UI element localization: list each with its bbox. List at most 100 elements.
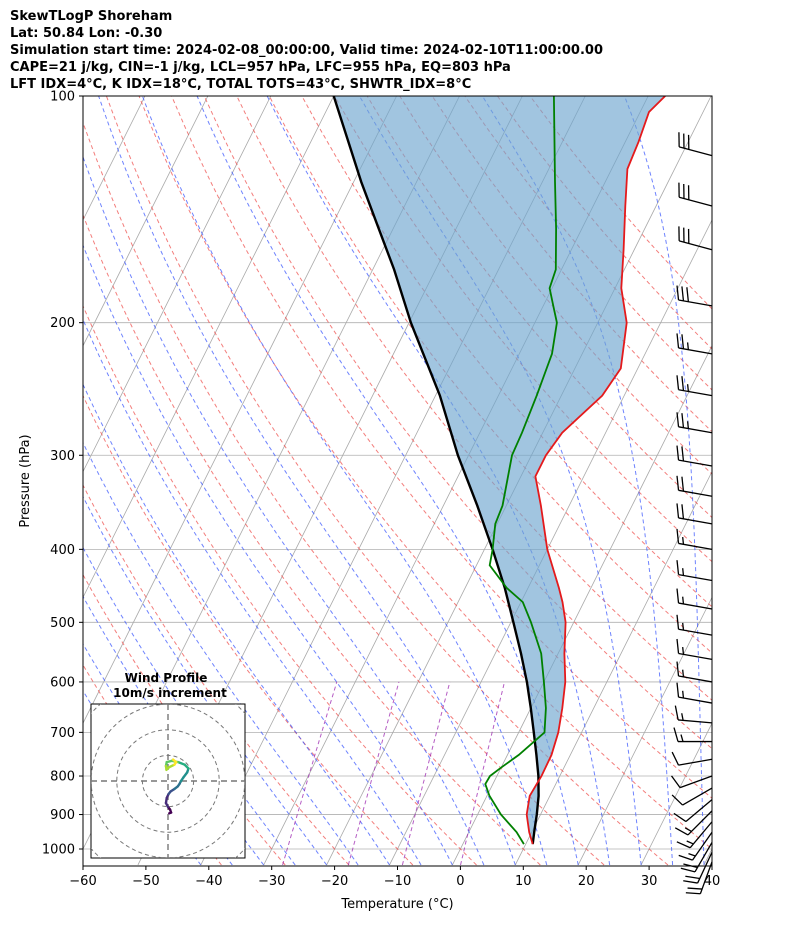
- isotherm-gridline: [389, 219, 712, 866]
- hodograph-inset: Wind Profile 10m/s increment: [90, 671, 246, 859]
- hodograph-segment: [171, 758, 178, 764]
- dry-adiabat: [138, 96, 712, 850]
- isotherm-gridline: [83, 96, 397, 725]
- dry-adiabat: [236, 96, 712, 701]
- dry-adiabat: [399, 96, 712, 475]
- x-tick-label: −10: [384, 874, 411, 889]
- mixing-ratio-line: [347, 681, 400, 866]
- hodograph-subtitle: 10m/s increment: [113, 686, 227, 700]
- wind-barb: [670, 775, 713, 789]
- wind-barb: [676, 412, 713, 434]
- x-axis-label: Temperature (°C): [340, 897, 453, 912]
- wind-barb: [671, 787, 713, 806]
- wind-barb: [676, 614, 713, 636]
- wind-barb: [678, 182, 713, 207]
- dry-adiabat: [105, 96, 669, 866]
- isotherm-gridline: [0, 96, 82, 865]
- hodograph-title: Wind Profile: [125, 671, 208, 685]
- y-tick-label: 300: [50, 449, 75, 464]
- x-tick-label: −50: [132, 874, 159, 889]
- wind-barb: [676, 588, 713, 610]
- y-tick-label: 500: [50, 616, 75, 631]
- dry-adiabat: [83, 484, 350, 866]
- x-tick-label: 10: [515, 874, 532, 889]
- y-axis-label: Pressure (hPa): [18, 434, 33, 527]
- dry-adiabat: [83, 213, 541, 866]
- isotherm-gridline: [577, 596, 712, 866]
- x-tick-label: 20: [578, 874, 595, 889]
- wind-barb: [676, 375, 713, 397]
- y-tick-label: 800: [50, 770, 75, 785]
- moist-adiabat: [83, 155, 485, 866]
- wind-barb: [674, 705, 713, 724]
- y-tick-label: 100: [50, 90, 75, 105]
- chart-title: SkewTLogP Shoreham: [10, 9, 173, 24]
- axes: −60 −50 −40 −30 −20 −10 0 10 20 30 40 1000 900 800 700…: [42, 90, 720, 890]
- x-tick-label: 0: [456, 874, 464, 889]
- wind-barb: [678, 226, 713, 251]
- x-tick-label: −30: [258, 874, 285, 889]
- y-tick-label: 400: [50, 543, 75, 558]
- mixing-ratio-line: [401, 681, 451, 866]
- wind-barb: [676, 503, 713, 525]
- location-label: Lat: 50.84 Lon: -0.30: [10, 26, 163, 41]
- dry-adiabat: [83, 573, 286, 866]
- wind-barb: [676, 445, 713, 467]
- mixing-ratio-line: [460, 681, 505, 866]
- wind-barb: [676, 475, 713, 497]
- moist-adiabat: [83, 383, 390, 866]
- wind-barb: [683, 851, 713, 884]
- wind-barb: [678, 831, 713, 861]
- moist-adiabat: [98, 96, 516, 866]
- x-tick-label: 30: [641, 874, 658, 889]
- wind-barb: [674, 810, 713, 836]
- wind-barb: [671, 751, 713, 766]
- isotherm-gridline: [0, 96, 19, 865]
- moist-adiabat: [481, 96, 674, 866]
- dry-adiabat: [83, 394, 414, 866]
- dewpoint-profile-line: [484, 96, 558, 845]
- plot-area: [0, 96, 712, 866]
- x-tick-label: −20: [321, 874, 348, 889]
- moist-adiabat: [83, 244, 453, 866]
- moist-adiabat: [83, 318, 422, 866]
- isotherm-gridline: [703, 848, 712, 866]
- wind-barb: [673, 727, 712, 743]
- dry-adiabat: [431, 96, 712, 433]
- y-tick-label: 700: [50, 726, 75, 741]
- wind-barb: [676, 560, 713, 582]
- dry-adiabat: [203, 96, 712, 750]
- chart-header: SkewTLogP Shoreham Lat: 50.84 Lon: -0.30…: [10, 8, 603, 93]
- y-tick-label: 200: [50, 316, 75, 331]
- cape-shading: [333, 96, 666, 845]
- wind-barb: [676, 821, 713, 849]
- wind-barbs: [670, 132, 713, 895]
- x-tick-label: −60: [69, 874, 96, 889]
- wind-barb: [676, 285, 713, 307]
- moist-adiabat: [141, 96, 548, 866]
- wind-barb: [676, 638, 713, 661]
- wind-barb: [673, 799, 713, 823]
- dry-adiabat: [83, 120, 605, 866]
- wind-barb: [676, 682, 713, 704]
- x-tick-label: −40: [195, 874, 222, 889]
- dry-adiabat: [83, 664, 222, 866]
- wind-barb: [685, 861, 713, 895]
- isotherm-gridline: [83, 96, 209, 347]
- isotherm-gridline: [640, 722, 712, 866]
- time-label: Simulation start time: 2024-02-08_00:00:…: [10, 43, 603, 58]
- moist-adiabat: [83, 495, 328, 866]
- isotherm-gridline: [514, 470, 712, 866]
- wind-barb: [676, 661, 713, 683]
- x-tick-label: 40: [704, 874, 721, 889]
- y-tick-label: 900: [50, 808, 75, 823]
- wind-barb: [676, 333, 713, 355]
- mixing-ratio-line: [282, 681, 338, 866]
- moist-adiabat: [83, 441, 359, 866]
- moist-adiabat: [624, 96, 705, 865]
- cape-indices-label: CAPE=21 j/kg, CIN=-1 j/kg, LCL=957 hPa, …: [10, 60, 511, 75]
- temperature-profile-line: [525, 96, 666, 845]
- wind-barb: [678, 132, 713, 157]
- dry-adiabat: [171, 96, 712, 799]
